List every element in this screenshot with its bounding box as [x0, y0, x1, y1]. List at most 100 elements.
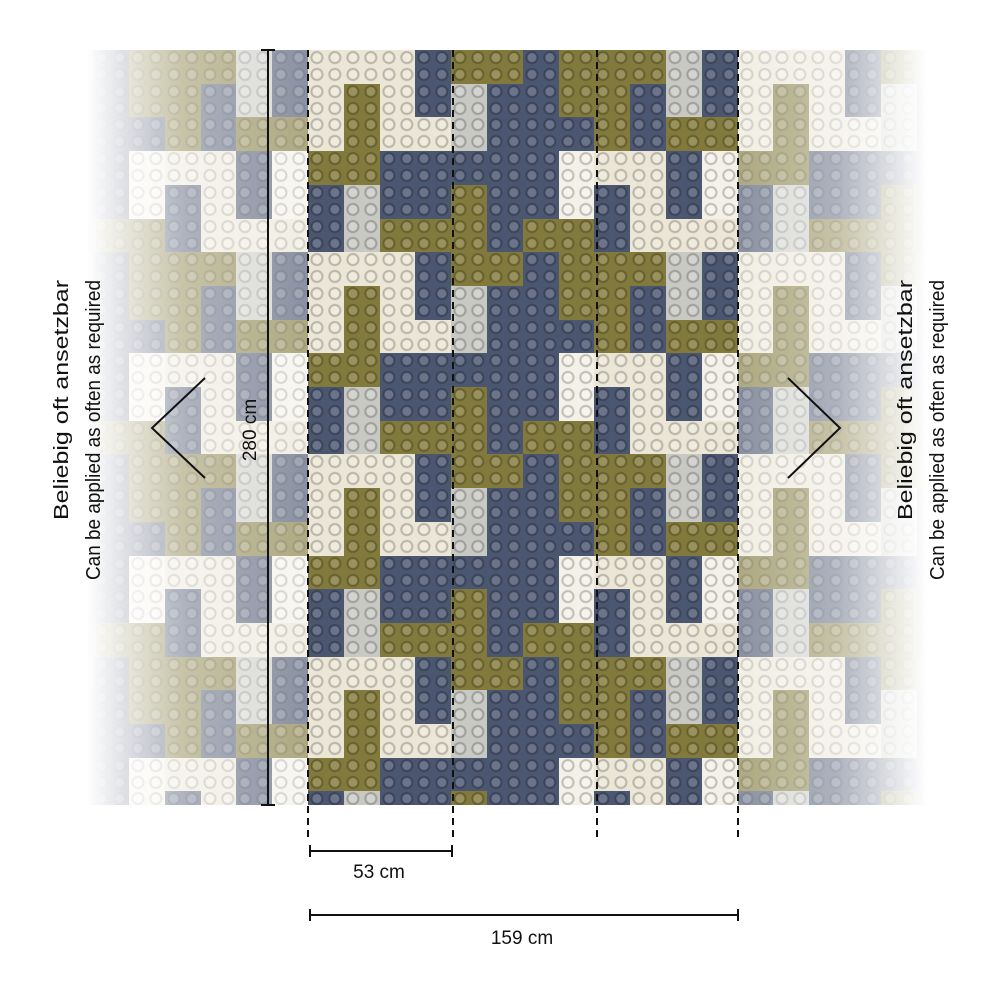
brick-cell [630, 151, 667, 186]
brick-cell [343, 285, 381, 321]
brick-cell [308, 387, 345, 422]
brick-cell [522, 353, 560, 388]
brick-cell [594, 83, 631, 118]
brick-cell [487, 656, 524, 691]
brick-cell [451, 285, 488, 321]
brick-cell [379, 151, 416, 186]
brick-cell [666, 117, 703, 152]
panel-width-label: 53 cm [353, 862, 405, 883]
brick-cell [343, 589, 381, 624]
brick-cell [594, 50, 631, 85]
brick-cell [666, 454, 703, 489]
brick-cell [343, 757, 381, 792]
brick-cell [630, 521, 667, 556]
brick-cell [379, 319, 416, 354]
brick-cell [451, 589, 488, 624]
brick-cell [666, 521, 703, 556]
brick-cell [522, 589, 560, 624]
brick-cell [415, 151, 452, 186]
brick-cell [701, 454, 739, 489]
height-dimension [261, 49, 275, 806]
brick-cell [379, 285, 416, 321]
brick-cell [594, 488, 631, 523]
brick-cell [451, 218, 488, 253]
brick-cell [522, 622, 560, 658]
brick-cell [558, 218, 595, 253]
brick-cell [666, 353, 703, 388]
brick-cell [522, 151, 560, 186]
brick-cell [487, 791, 524, 805]
brick-cell [487, 184, 524, 219]
brick-cell [379, 252, 416, 287]
brick-cell [630, 724, 667, 759]
brick-cell [630, 218, 667, 253]
panel-width-dimension [309, 845, 453, 857]
brick-cell [415, 488, 452, 523]
brick-cell [701, 555, 739, 590]
brick-cell [379, 757, 416, 792]
brick-cell [415, 454, 452, 489]
brick-cell [558, 488, 595, 523]
brick-cell [522, 724, 560, 759]
brick-cell [415, 218, 452, 253]
brick-cell [415, 724, 452, 759]
brick-cell [558, 555, 595, 590]
brick-cell [343, 83, 381, 118]
brick-cell [379, 420, 416, 455]
brick-cell [666, 555, 703, 590]
brick-cell [379, 454, 416, 489]
brick-cell [558, 83, 595, 118]
brick-cell [308, 690, 345, 725]
brick-cell [666, 83, 703, 118]
brick-cell [522, 117, 560, 152]
brick-cell [451, 791, 488, 805]
brick-cell [666, 319, 703, 354]
brick-cell [308, 252, 345, 287]
brick-cell [594, 454, 631, 489]
brick-cell [308, 521, 345, 556]
brick-cell [701, 252, 739, 287]
brick-cell [415, 117, 452, 152]
brick-cell [415, 387, 452, 422]
brick-cell [343, 724, 381, 759]
brick-cell [308, 218, 345, 253]
brick-cell [343, 319, 381, 354]
brick-cell [415, 589, 452, 624]
brick-cell [415, 319, 452, 354]
brick-cell [343, 50, 381, 85]
brick-cell [594, 319, 631, 354]
brick-cell [558, 724, 595, 759]
brick-cell [415, 285, 452, 321]
side-note-right-line2: Can be applied as often as required [927, 280, 949, 580]
brick-cell [666, 285, 703, 321]
brick-cell [451, 151, 488, 186]
brick-cell [594, 387, 631, 422]
brick-cell [487, 387, 524, 422]
brick-cell [666, 757, 703, 792]
brick-cell [594, 757, 631, 792]
brick-cell [487, 488, 524, 523]
brick-cell [379, 353, 416, 388]
brick-cell [701, 589, 739, 624]
brick-cell [594, 252, 631, 287]
brick-cell [701, 353, 739, 388]
brick-cell [343, 353, 381, 388]
brick-cell [343, 218, 381, 253]
brick-cell [701, 387, 739, 422]
brick-cell [522, 690, 560, 725]
brick-cell [379, 656, 416, 691]
brick-cell [308, 656, 345, 691]
brick-cell [630, 252, 667, 287]
brick-cell [343, 690, 381, 725]
brick-cell [630, 285, 667, 321]
brick-cell [630, 387, 667, 422]
brick-cell [701, 319, 739, 354]
brick-cell [666, 387, 703, 422]
brick-cell [415, 791, 452, 805]
brick-cell [451, 83, 488, 118]
brick-cell [630, 83, 667, 118]
brick-cell [487, 252, 524, 287]
side-note-right-line1: Beliebig oft ansetzbar [895, 280, 917, 520]
brick-cell [343, 387, 381, 422]
brick-cell [487, 622, 524, 658]
